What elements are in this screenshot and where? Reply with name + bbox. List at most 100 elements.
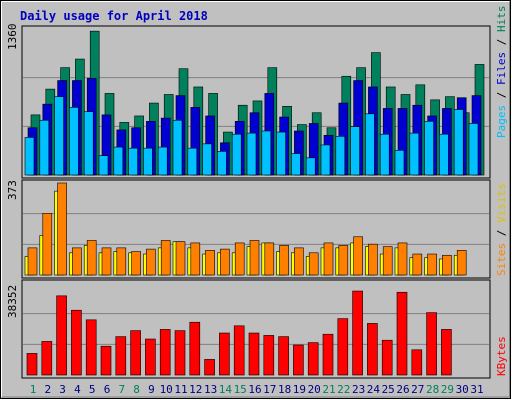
x-tick-label: 9 (148, 383, 155, 396)
bar-pages-day-26 (394, 150, 405, 176)
bar-sites-day-28 (427, 253, 437, 276)
x-tick-label: 20 (308, 383, 321, 396)
bar-pages-day-15 (231, 133, 242, 176)
x-tick-label: 24 (367, 383, 381, 396)
bar-kbytes-day-16 (248, 332, 260, 376)
bar-pages-day-17 (261, 130, 272, 176)
bar-pages-day-22 (335, 136, 346, 176)
x-tick-label: 18 (278, 383, 291, 396)
x-tick-label: 1 (30, 383, 37, 396)
bar-pages-day-11 (172, 119, 183, 176)
bar-kbytes-day-15 (233, 325, 245, 376)
bar-kbytes-day-14 (219, 332, 230, 376)
bar-kbytes-day-1 (26, 353, 38, 376)
x-tick-label: 8 (133, 383, 140, 396)
right-legend-kbytes-panel: KBytes (495, 336, 508, 376)
bar-kbytes-day-17 (263, 335, 275, 376)
x-tick-label: 26 (396, 383, 409, 396)
bar-pages-day-14 (217, 151, 227, 176)
bar-kbytes-day-27 (411, 349, 423, 376)
bar-sites-day-13 (205, 250, 215, 276)
y-max-label-hits: 1360 (6, 24, 19, 51)
bar-sites-day-26 (397, 242, 408, 276)
x-tick-label: 7 (118, 383, 125, 396)
bar-pages-day-29 (439, 133, 449, 176)
bar-pages-day-20 (305, 157, 316, 176)
bar-sites-day-4 (72, 247, 82, 276)
x-tick-label: 19 (293, 383, 306, 396)
bar-kbytes-day-24 (367, 323, 378, 376)
bar-sites-day-19 (294, 247, 304, 276)
bar-sites-day-2 (42, 213, 53, 276)
bar-sites-day-24 (368, 243, 378, 276)
x-tick-label: 27 (411, 383, 424, 396)
bar-pages-day-24 (365, 113, 375, 176)
bar-kbytes-day-29 (441, 329, 452, 376)
bar-pages-day-12 (187, 147, 198, 176)
bar-kbytes-day-20 (307, 342, 319, 376)
bar-kbytes-day-18 (278, 336, 289, 376)
bar-kbytes-day-8 (130, 330, 141, 376)
bar-sites-day-3 (57, 182, 67, 276)
bar-pages-day-10 (157, 146, 168, 176)
bar-kbytes-day-13 (204, 359, 215, 376)
right-legend-visits-panel: Sites / Visits (495, 183, 508, 276)
legend-pages: Pages (495, 105, 508, 138)
legend-hits: Hits (495, 6, 508, 33)
bar-kbytes-day-26 (396, 291, 408, 376)
bar-pages-day-25 (379, 133, 390, 176)
x-tick-label: 31 (470, 383, 483, 396)
bar-sites-day-11 (175, 241, 186, 276)
bar-sites-day-5 (86, 240, 97, 276)
bar-pages-day-2 (39, 119, 50, 176)
bar-pages-day-21 (320, 144, 331, 176)
x-tick-label: 2 (44, 383, 51, 396)
x-tick-label: 4 (74, 383, 81, 396)
bar-kbytes-day-2 (41, 341, 53, 376)
bar-sites-day-18 (279, 245, 289, 276)
bar-pages-day-5 (83, 111, 94, 176)
x-tick-label: 28 (426, 383, 439, 396)
x-tick-label: 3 (59, 383, 66, 396)
x-tick-label: 15 (234, 383, 247, 396)
bar-pages-day-16 (246, 132, 257, 176)
bar-sites-day-27 (412, 253, 423, 276)
bar-sites-day-8 (131, 251, 141, 276)
bar-pages-day-18 (276, 131, 286, 176)
bar-sites-day-7 (116, 247, 127, 276)
x-tick-label: 17 (263, 383, 276, 396)
bar-sites-day-14 (220, 248, 230, 276)
bar-sites-day-21 (323, 242, 334, 276)
bar-sites-day-17 (264, 242, 275, 276)
x-tick-label: 12 (189, 383, 202, 396)
bar-pages-day-6 (98, 155, 109, 176)
bar-sites-day-25 (382, 246, 393, 276)
bar-sites-day-22 (338, 245, 349, 276)
bar-kbytes-day-3 (56, 295, 67, 376)
x-tick-label: 14 (219, 383, 233, 396)
bar-pages-day-13 (202, 143, 212, 176)
y-max-label-sites: 373 (6, 180, 19, 200)
bar-pages-day-23 (350, 126, 360, 176)
bar-sites-day-30 (456, 250, 467, 276)
x-tick-label: 21 (322, 383, 335, 396)
x-tick-label: 10 (160, 383, 173, 396)
bar-sites-day-16 (249, 240, 260, 276)
bars-layer (24, 30, 485, 376)
bar-kbytes-day-22 (337, 318, 349, 376)
bar-pages-day-31 (468, 123, 479, 176)
bar-sites-day-12 (190, 242, 201, 276)
bar-pages-day-8 (128, 147, 138, 176)
bar-kbytes-day-7 (115, 336, 127, 376)
bar-kbytes-day-12 (189, 321, 201, 376)
bar-pages-day-27 (409, 132, 420, 176)
chart-title: Daily usage for April 2018 (20, 9, 208, 23)
bar-sites-day-1 (27, 247, 38, 276)
x-tick-label: 11 (174, 383, 187, 396)
bar-sites-day-23 (353, 236, 363, 276)
bar-kbytes-day-9 (145, 338, 156, 376)
bar-kbytes-day-11 (174, 330, 186, 376)
bar-pages-day-30 (453, 109, 464, 176)
legend-visits: Visits (495, 183, 508, 223)
